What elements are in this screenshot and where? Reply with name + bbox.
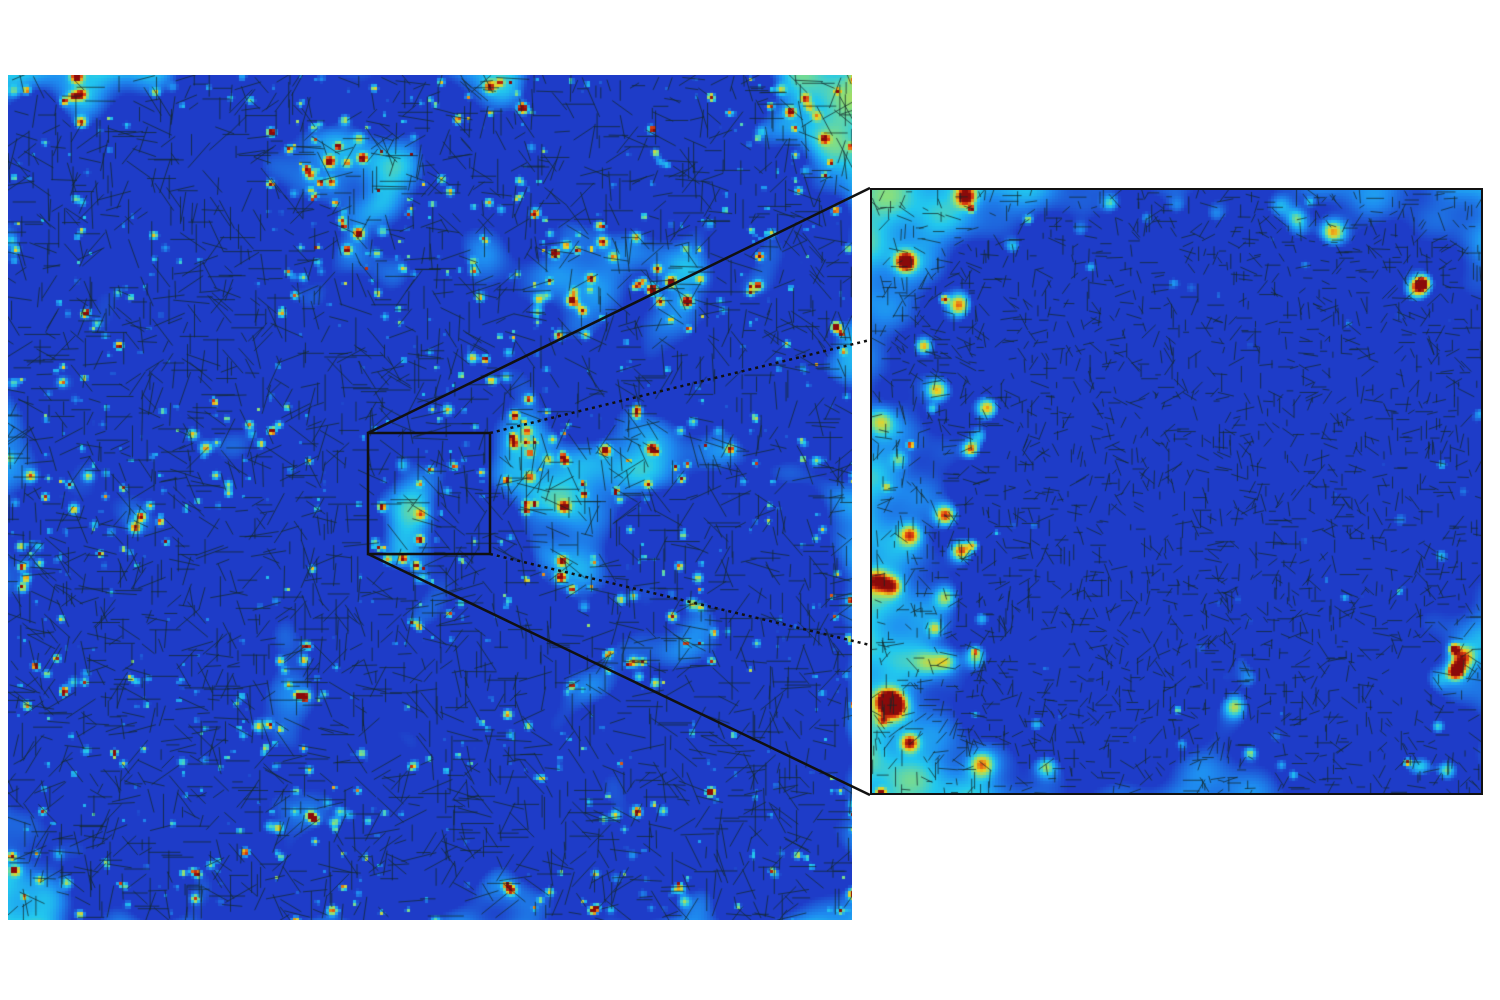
main-heatmap-canvas (8, 75, 852, 920)
main-heatmap-panel (8, 75, 852, 920)
zoomed-inset-panel (870, 188, 1483, 795)
inset-heatmap-canvas (872, 190, 1481, 793)
